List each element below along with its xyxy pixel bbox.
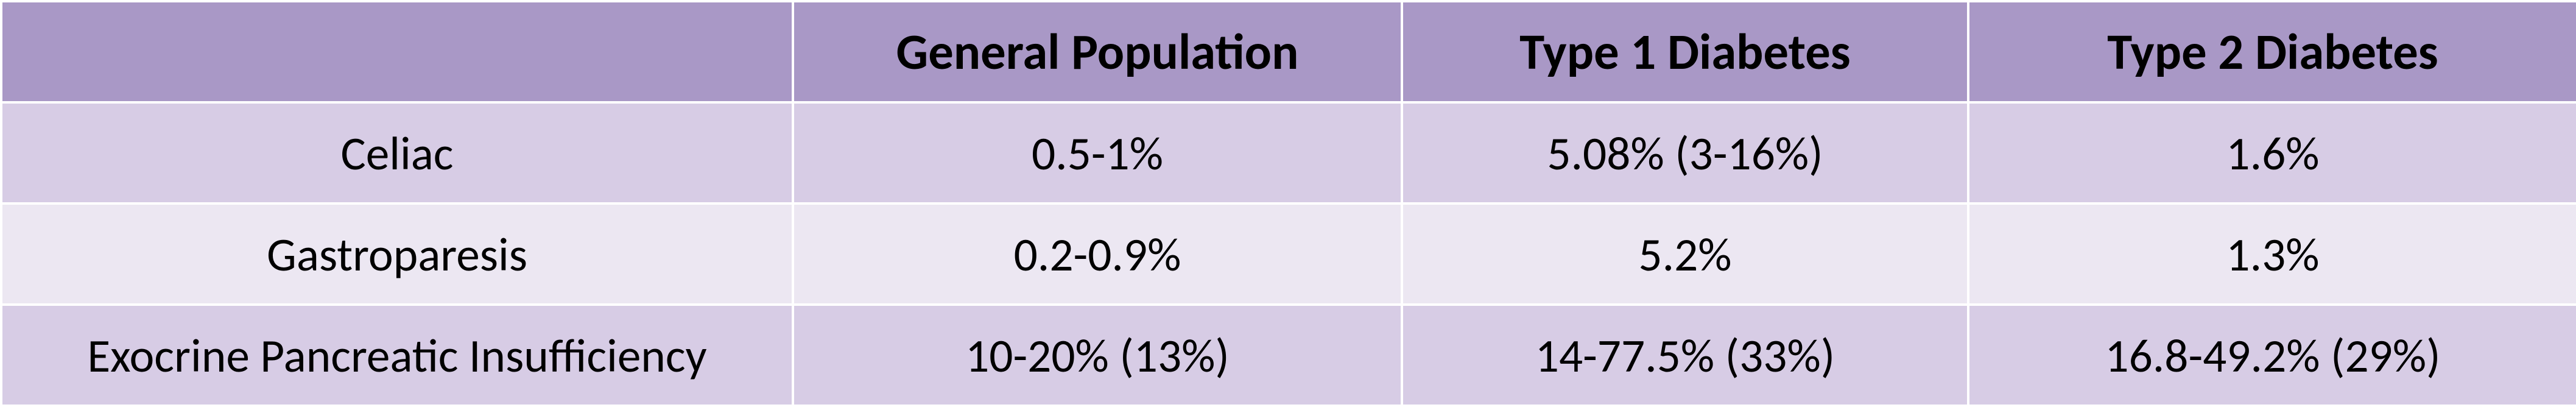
table-row: Exocrine Pancreatic Insufficiency 10-20%… (1, 305, 2576, 406)
table-row: Celiac 0.5-1% 5.08% (3-16%) 1.6% (1, 102, 2576, 203)
cell-condition: Gastroparesis (1, 203, 793, 305)
cell-general: 0.2-0.9% (793, 203, 1402, 305)
col-header-condition (1, 1, 793, 102)
cell-general: 10-20% (13%) (793, 305, 1402, 406)
cell-t2d: 16.8-49.2% (29%) (1968, 305, 2576, 406)
cell-t1d: 14-77.5% (33%) (1402, 305, 1968, 406)
prevalence-table: General Population Type 1 Diabetes Type … (0, 0, 2576, 407)
cell-t1d: 5.08% (3-16%) (1402, 102, 1968, 203)
cell-t2d: 1.6% (1968, 102, 2576, 203)
cell-general: 0.5-1% (793, 102, 1402, 203)
table-header-row: General Population Type 1 Diabetes Type … (1, 1, 2576, 102)
cell-t2d: 1.3% (1968, 203, 2576, 305)
cell-condition: Celiac (1, 102, 793, 203)
cell-condition: Exocrine Pancreatic Insufficiency (1, 305, 793, 406)
table-row: Gastroparesis 0.2-0.9% 5.2% 1.3% (1, 203, 2576, 305)
prevalence-table-container: General Population Type 1 Diabetes Type … (0, 0, 2576, 407)
col-header-t2d: Type 2 Diabetes (1968, 1, 2576, 102)
col-header-t1d: Type 1 Diabetes (1402, 1, 1968, 102)
col-header-general: General Population (793, 1, 1402, 102)
cell-t1d: 5.2% (1402, 203, 1968, 305)
